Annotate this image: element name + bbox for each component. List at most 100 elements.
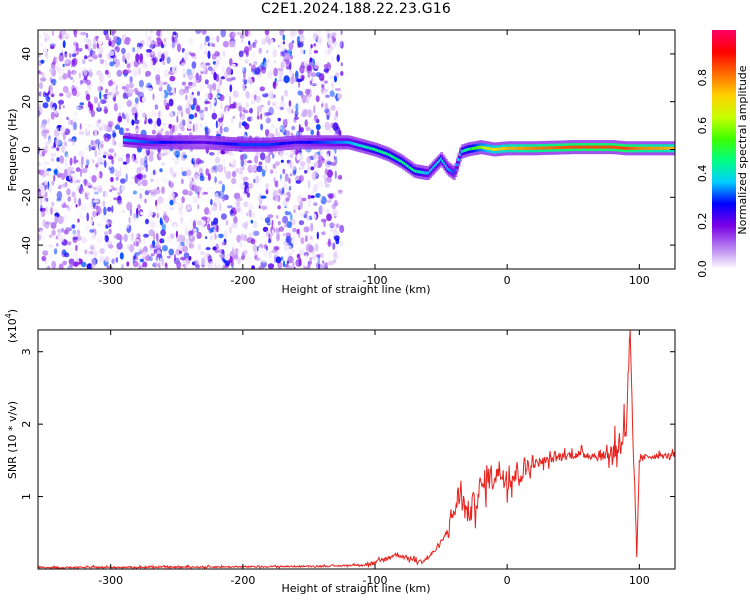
noise-speck (188, 242, 195, 249)
noise-speck (178, 250, 182, 254)
noise-speck (273, 177, 276, 183)
noise-speck (86, 159, 90, 167)
noise-speck (214, 250, 220, 254)
ridge-core (519, 146, 523, 150)
noise-speck (142, 46, 145, 52)
ridge-core (153, 140, 156, 144)
noise-speck (79, 85, 85, 94)
noise-speck (166, 33, 171, 38)
noise-speck (204, 122, 208, 128)
noise-speck (309, 235, 313, 240)
ridge-core (200, 140, 204, 144)
noise-speck (188, 132, 193, 137)
ridge-core (438, 159, 442, 163)
ridge-core (214, 141, 218, 145)
ridge-core (530, 146, 534, 150)
noise-speck (108, 80, 113, 87)
ridge-core (276, 142, 280, 146)
noise-speck (216, 88, 220, 95)
noise-speck (86, 212, 90, 222)
noise-speck (182, 69, 188, 76)
noise-speck (72, 118, 76, 123)
noise-speck (150, 150, 155, 156)
ridge-core (395, 157, 399, 161)
noise-speck (156, 243, 162, 248)
noise-speck (109, 236, 116, 243)
noise-speck (120, 178, 126, 184)
noise-speck (275, 248, 280, 258)
noise-speck (106, 240, 113, 248)
noise-speck (313, 43, 316, 47)
noise-speck (207, 223, 211, 231)
noise-speck (141, 94, 147, 104)
noise-speck (188, 114, 195, 120)
noise-speck (157, 110, 161, 118)
y-tick-label: -20 (20, 188, 33, 206)
noise-speck (192, 196, 198, 204)
noise-speck (118, 157, 124, 162)
ridge-core (671, 146, 675, 150)
noise-speck (145, 218, 149, 225)
noise-speck (88, 144, 92, 152)
noise-speck (207, 66, 213, 71)
noise-speck (40, 229, 43, 235)
noise-speck (38, 109, 41, 117)
noise-speck (38, 142, 41, 147)
noise-speck (154, 85, 158, 90)
noise-speck (107, 120, 114, 128)
ridge-core (516, 146, 520, 150)
noise-speck (210, 260, 214, 265)
noise-speck (90, 258, 96, 267)
ridge-core (227, 142, 231, 146)
noise-speck (266, 72, 273, 80)
noise-speck (180, 241, 185, 247)
noise-speck (134, 97, 139, 104)
noise-speck (99, 248, 105, 255)
noise-speck (296, 253, 301, 259)
noise-speck (104, 231, 109, 236)
noise-speck (302, 94, 307, 104)
ridge-core (316, 140, 320, 144)
ridge-core (124, 138, 128, 142)
noise-speck (292, 166, 297, 174)
noise-speck (282, 215, 289, 224)
noise-speck (207, 84, 214, 89)
noise-speck (295, 180, 302, 184)
noise-speck (261, 205, 268, 210)
noise-speck (181, 81, 186, 86)
noise-speck (191, 61, 197, 69)
noise-speck (138, 187, 144, 192)
noise-speck (290, 213, 293, 221)
noise-speck (86, 182, 93, 186)
noise-speck (327, 32, 333, 38)
noise-speck (67, 231, 72, 240)
noise-speck (181, 196, 185, 204)
noise-speck (85, 32, 89, 38)
ridge-core (226, 142, 229, 146)
ridge-core (294, 140, 298, 144)
noise-speck (204, 236, 208, 240)
noise-speck (78, 150, 84, 157)
noise-speck (108, 40, 112, 47)
noise-speck (223, 108, 226, 113)
noise-speck (270, 169, 274, 175)
ridge-core (665, 146, 669, 150)
noise-speck (300, 237, 305, 245)
noise-speck (185, 107, 191, 115)
noise-speck (94, 133, 98, 138)
noise-speck (50, 45, 55, 50)
noise-speck (181, 166, 184, 173)
ridge-core (283, 141, 287, 145)
noise-speck (270, 123, 275, 129)
noise-speck (164, 214, 169, 223)
noise-speck (188, 255, 192, 261)
noise-speck (332, 85, 339, 94)
noise-speck (267, 263, 275, 269)
noise-speck (50, 101, 54, 109)
noise-speck (218, 190, 225, 199)
noise-speck (181, 178, 184, 185)
noise-speck (298, 107, 304, 114)
noise-speck (122, 92, 127, 99)
ridge-core (511, 146, 515, 150)
noise-speck (176, 261, 182, 269)
